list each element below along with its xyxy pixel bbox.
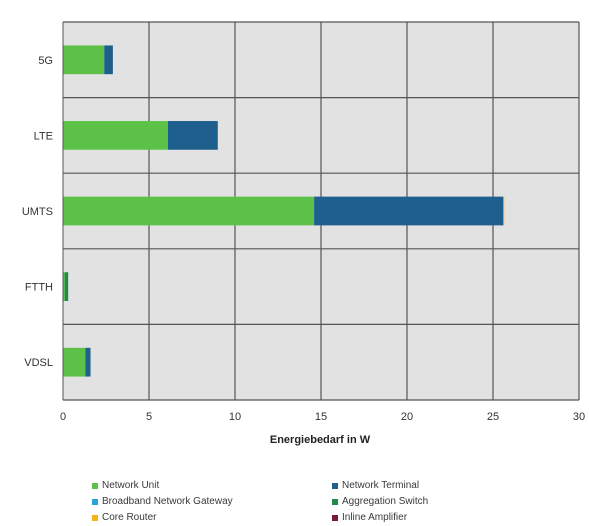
legend-swatch: [92, 482, 98, 489]
legend-swatch: [92, 498, 98, 505]
category-labels: 5G LTE UMTS FTTH VDSL: [22, 55, 53, 369]
legend-item: Aggregation Switch: [332, 496, 428, 507]
legend-label: Inline Amplifier: [342, 512, 408, 523]
x-tick-label: 0: [60, 411, 66, 423]
legend-swatch: [332, 498, 338, 505]
x-tick-labels: 0 5 10 15 20 25 30: [60, 411, 585, 423]
legend-label: Aggregation Switch: [342, 496, 429, 507]
x-tick-label: 15: [315, 411, 327, 423]
bar-segment: [63, 121, 168, 150]
category-label: FTTH: [25, 282, 53, 294]
category-label: LTE: [34, 130, 53, 142]
bar-segment: [85, 347, 91, 377]
legend-item: Inline Amplifier: [332, 512, 407, 523]
chart: 5G LTE UMTS FTTH VDSL 0 5 10 15 20 25 30 Energiebe…: [22, 21, 585, 446]
x-tick-label: 5: [146, 411, 152, 423]
legend-item: Broadband Network Gateway: [92, 496, 233, 507]
bar-segment: [503, 196, 505, 226]
bar-segment: [64, 272, 69, 301]
legend-label: Network Unit: [102, 480, 160, 491]
legend-swatch: [332, 514, 338, 521]
bars: [63, 45, 505, 377]
legend-item: Network Unit: [92, 480, 159, 491]
legend-swatch: [92, 514, 98, 521]
legend-label: Core Router: [102, 512, 157, 523]
x-tick-label: 20: [401, 411, 413, 423]
bar-segment: [63, 347, 86, 377]
bar-segment: [104, 45, 113, 75]
bar-segment: [63, 45, 105, 75]
x-tick-label: 10: [229, 411, 241, 423]
legend-swatch: [332, 482, 338, 489]
x-tick-label: 25: [487, 411, 499, 423]
bar-segment: [63, 196, 315, 226]
category-label: VDSL: [24, 357, 53, 369]
x-tick-label: 30: [573, 411, 585, 423]
legend-label: Network Terminal: [342, 480, 420, 491]
category-label: 5G: [38, 55, 53, 67]
legend-item: Network Terminal: [332, 480, 419, 491]
bar-segment: [314, 196, 504, 226]
x-axis-label: Energiebedarf in W: [270, 434, 371, 446]
legend-label: Broadband Network Gateway: [102, 496, 233, 507]
legend: Network Unit Network Terminal Broadband Ne…: [0, 478, 589, 526]
legend-item: Core Router: [92, 512, 156, 523]
category-label: UMTS: [22, 206, 53, 218]
bar-segment: [63, 272, 65, 301]
bar-segment: [167, 121, 218, 150]
